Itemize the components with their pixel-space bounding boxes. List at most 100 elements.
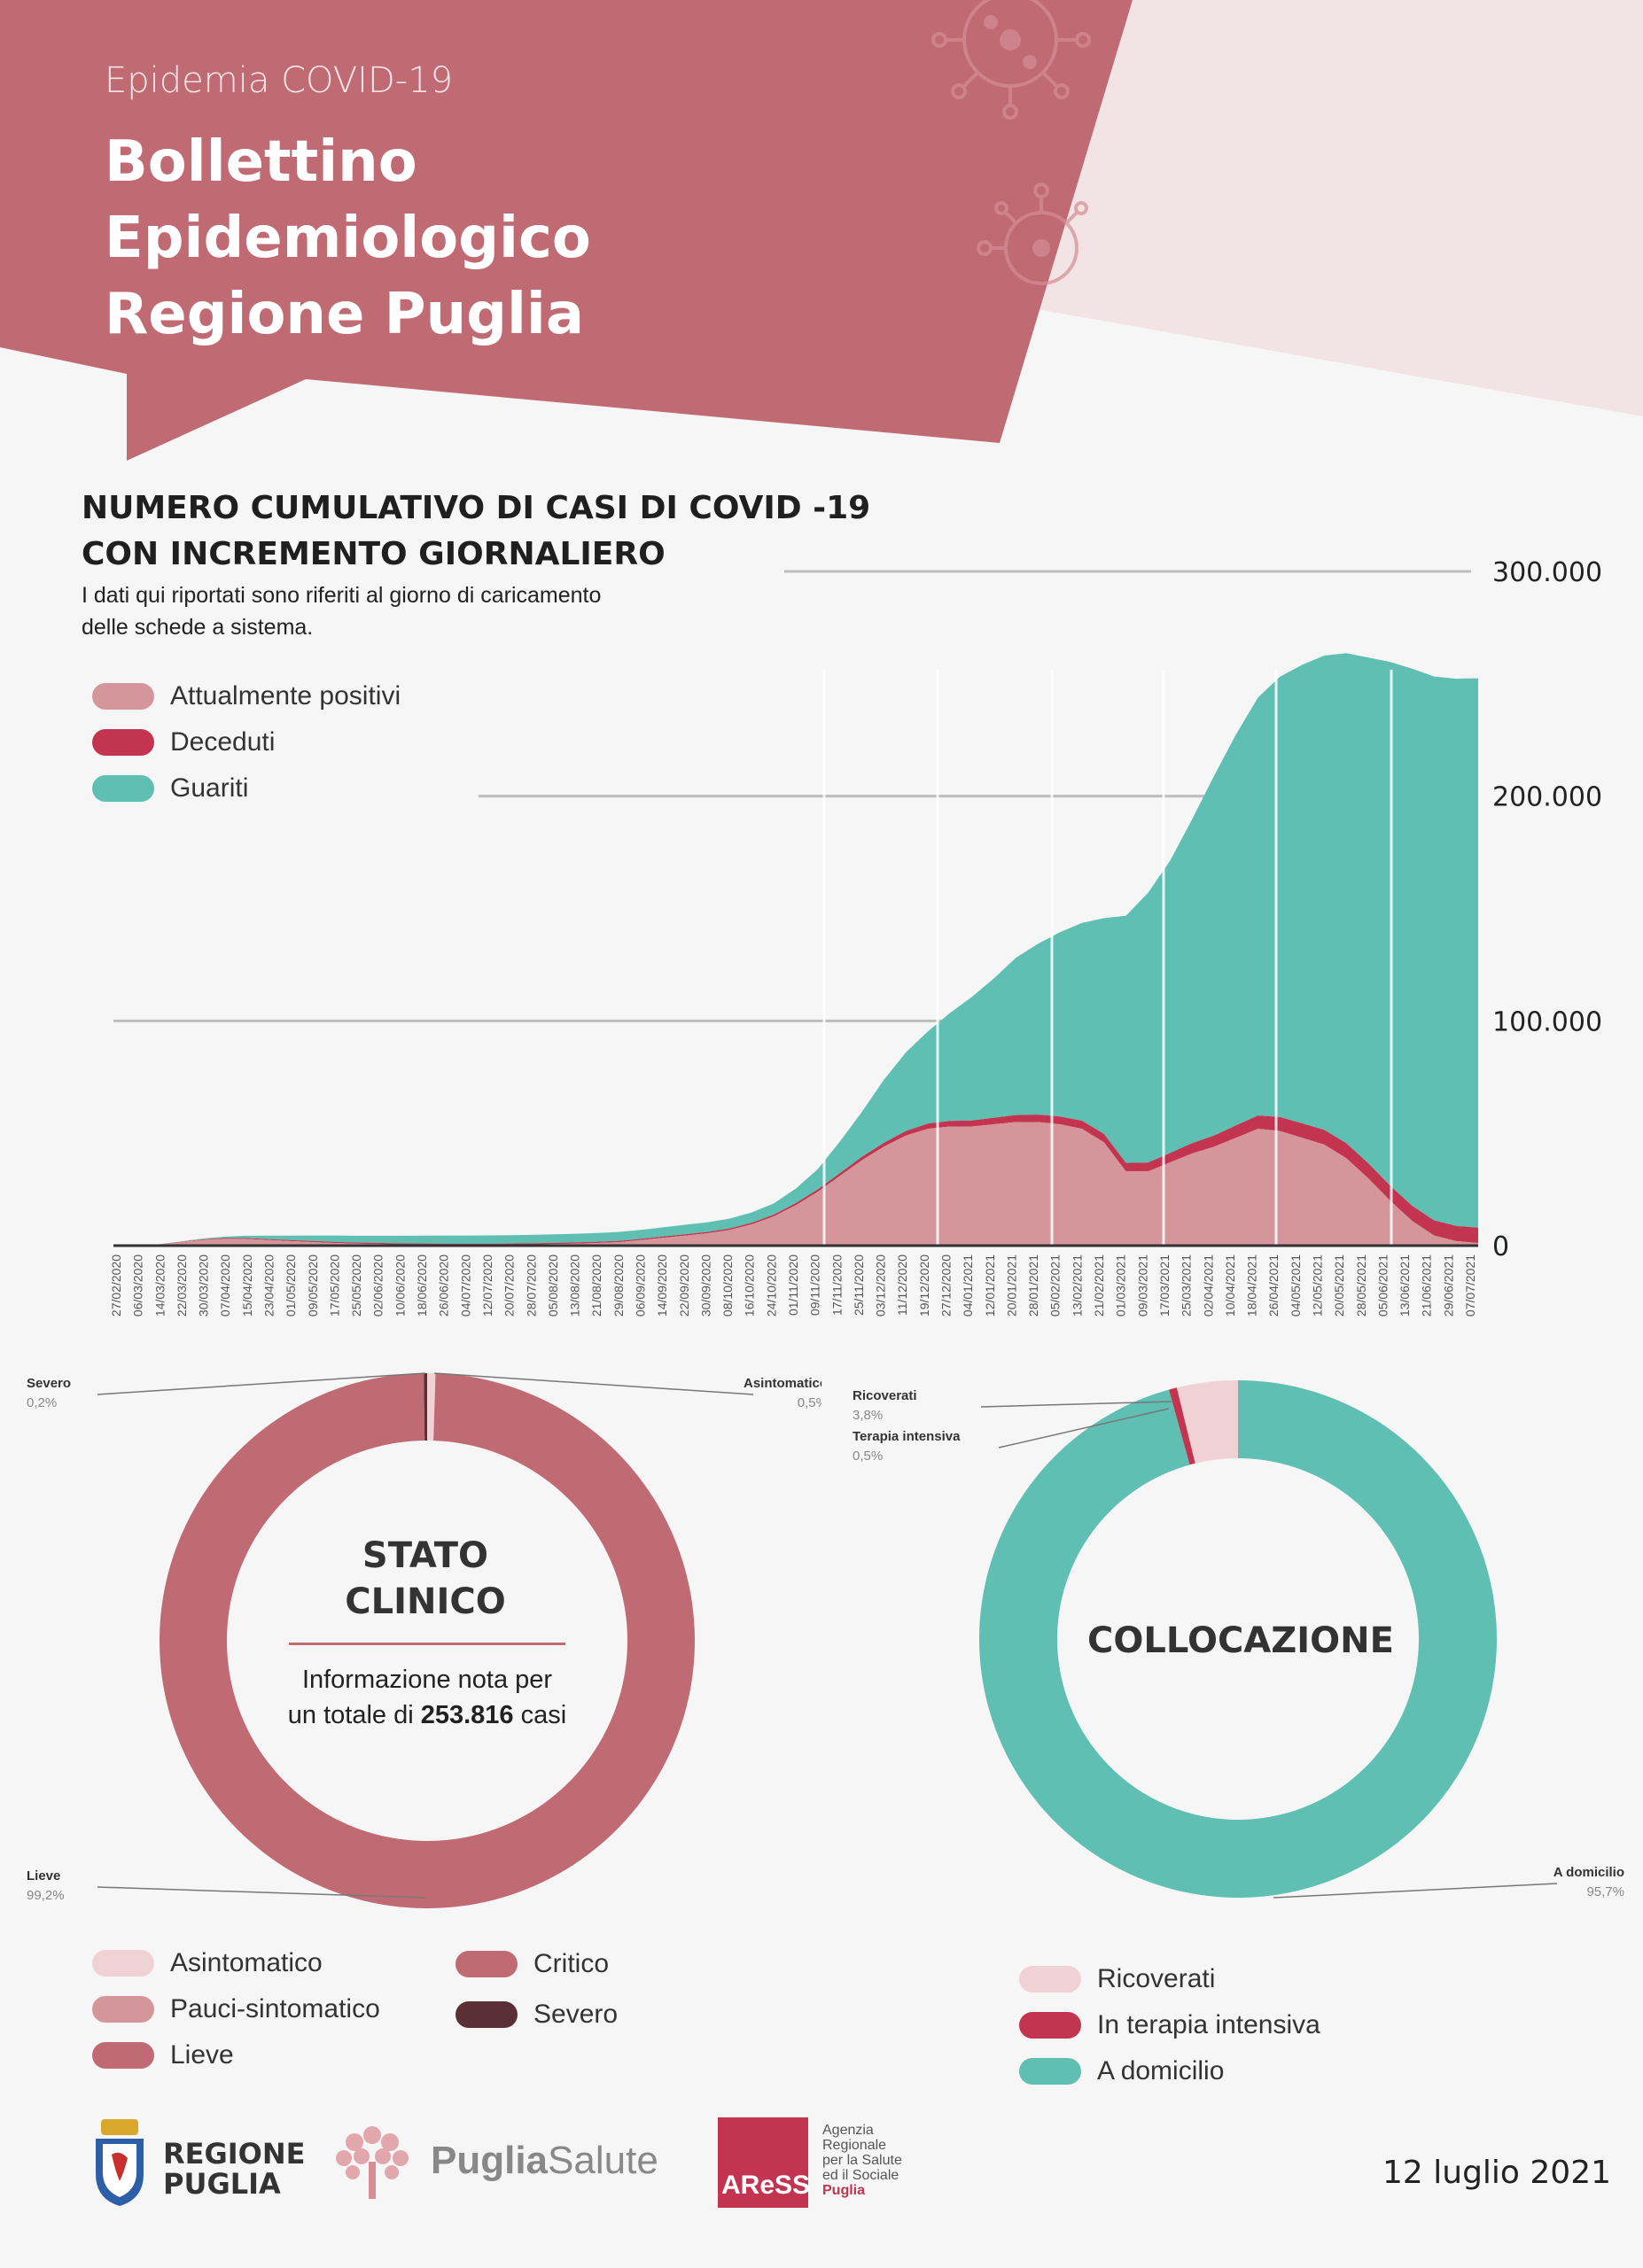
legend-swatch [1019,2058,1081,2085]
x-tick-label: 26/04/2021 [1266,1254,1281,1317]
header-light-band [993,0,1643,416]
x-tick-label: 02/04/2021 [1201,1254,1215,1317]
legend-item-pauci: Pauci-sintomatico [92,1986,380,2032]
legend-item-recovered: Guariti [92,765,401,812]
x-tick-label: 17/05/2020 [327,1254,341,1317]
header-title: Bollettino Epidemiologico Regione Puglia [105,124,902,353]
aress-caption-line: per la Salute [822,2153,902,2168]
chart-title: NUMERO CUMULATIVO DI CASI DI COVID -19 C… [82,485,879,578]
info-line1: Informazione nota per [301,1666,553,1694]
clinical-status-title-line2: CLINICO [345,1581,506,1622]
x-tick-label: 25/05/2020 [349,1254,363,1317]
aress-logo-text: AReSS [721,2171,811,2200]
x-tick-label: 09/11/2020 [808,1254,822,1316]
x-tick-label: 28/07/2020 [524,1254,538,1317]
x-tick-label: 26/06/2020 [437,1254,451,1317]
leader-line [97,1886,426,1899]
legend-swatch [92,683,154,710]
x-tick-label: 05/08/2020 [546,1254,560,1317]
x-tick-label: 05/06/2021 [1375,1254,1390,1317]
header-banner [0,0,1133,461]
x-tick-label: 24/10/2020 [764,1254,778,1317]
x-tick-label: 03/12/2020 [874,1254,888,1317]
x-tick-label: 27/12/2020 [939,1254,954,1317]
x-tick-label: 18/06/2020 [415,1254,429,1317]
aress-caption-line: Puglia [822,2183,866,2198]
x-tick-label: 20/01/2021 [1004,1254,1018,1317]
legend-swatch [92,1950,154,1977]
donut-slice-terapia-intensiva [1169,1387,1195,1465]
legend-label: Pauci-sintomatico [170,1994,380,2023]
legend-label: Guariti [170,773,249,803]
aress-caption: Agenzia Regionale per la Salute ed il So… [822,2123,902,2198]
legend-label: Severo [533,2000,619,2029]
slice-label: Terapia intensiva [853,1429,961,1444]
virus-icon [931,0,1091,120]
x-tick-label: 21/02/2021 [1092,1254,1106,1317]
puglia-salute-logo [330,2119,415,2204]
x-tick-label: 30/09/2020 [698,1254,712,1317]
x-tick-label: 12/01/2021 [983,1254,997,1317]
divider [289,1643,565,1645]
x-tick-label: 22/09/2020 [677,1254,691,1317]
slice-value: 0,5% [853,1449,883,1464]
placement-legend: Ricoverati In terapia intensiva A domici… [1019,1956,1320,2094]
x-tick-label: 15/04/2020 [240,1254,254,1317]
x-tick-label: 07/07/2021 [1463,1254,1477,1317]
legend-item-severe: Severo [456,1992,618,2038]
x-tick-label: 16/10/2020 [743,1254,757,1317]
y-tick-label: 100.000 [1492,1006,1602,1037]
x-tick-label: 21/08/2020 [589,1254,603,1317]
legend-swatch [1019,1966,1081,1992]
slice-value: 99,2% [27,1888,65,1903]
slice-label: Severo [27,1376,71,1391]
legend-swatch [456,1951,518,1977]
legend-item-critical: Critico [456,1937,618,1992]
x-tick-label: 25/03/2021 [1180,1254,1194,1317]
x-tick-label: 10/06/2020 [393,1254,407,1317]
chart-note-line1: I dati qui riportati sono riferiti al gi… [82,583,602,608]
slice-value: 95,7% [1586,1884,1624,1899]
chart-note-line2: delle schede a sistema. [82,615,314,640]
legend-swatch [92,1996,154,2023]
puglia-salute-part2: Salute [548,2139,658,2182]
puglia-salute-part1: Puglia [431,2139,549,2182]
clinical-status-legend-2: Critico Severo [456,1937,618,2038]
slice-label: Ricoverati [853,1388,917,1403]
x-tick-label: 30/03/2020 [197,1254,211,1317]
aress-caption-line: Agenzia [822,2123,874,2138]
x-tick-label: 17/03/2021 [1157,1254,1172,1317]
legend-item-mild: Lieve [92,2032,380,2078]
info-suffix: casi [520,1701,567,1729]
placement-title: COLLOCAZIONE [1087,1620,1394,1661]
legend-item-icu: In terapia intensiva [1019,2002,1320,2048]
legend-item-deceased: Deceduti [92,719,401,765]
leader-line [998,1408,1170,1449]
x-tick-label: 21/06/2021 [1420,1254,1434,1317]
x-tick-label: 01/03/2021 [1114,1254,1128,1317]
x-tick-label: 17/11/2020 [829,1254,844,1316]
cumulative-cases-chart: 0 100.000 200.000 300.000 27/02/2020 06/03/20… [109,557,1602,1317]
y-tick-label: 0 [1492,1231,1509,1262]
x-tick-label: 29/08/2020 [611,1254,626,1317]
slice-label: Lieve [27,1868,60,1884]
legend-label: Critico [533,1949,610,1978]
donut-slice-asintomatico [427,1373,436,1441]
chart-title-line1: NUMERO CUMULATIVO DI CASI DI COVID -19 [82,490,871,526]
donut-slice-a-domicilio [979,1380,1497,1898]
x-tick-label: 05/02/2021 [1048,1254,1063,1317]
x-tick-label: 08/10/2020 [720,1254,735,1317]
slice-value: 3,8% [853,1408,883,1423]
regione-puglia-logo [92,2119,147,2208]
x-tick-label: 25/11/2020 [852,1254,866,1316]
x-tick-label: 28/05/2021 [1354,1254,1368,1317]
header-title-line2: Regione Puglia [105,282,584,347]
aress-caption-line: Regionale [822,2138,887,2153]
clinical-status-title: STATO CLINICO [292,1533,558,1625]
x-tick-label: 23/04/2020 [262,1254,276,1317]
clinical-status-legend: Asintomatico Pauci-sintomatico Lieve [92,1940,380,2078]
x-tick-label: 13/06/2021 [1398,1254,1412,1317]
series-area-positivi [113,1122,1478,1246]
donut-slice-lieve [160,1373,695,1908]
